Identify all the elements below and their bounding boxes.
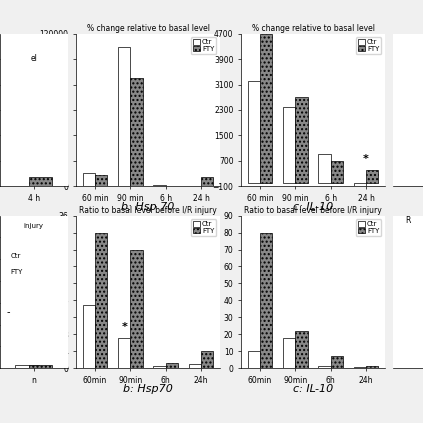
Text: Ctr: Ctr bbox=[10, 253, 21, 259]
Bar bbox=[247, 81, 260, 183]
Bar bbox=[189, 364, 201, 368]
Text: *: * bbox=[363, 154, 369, 164]
Legend: Ctr, FTY: Ctr, FTY bbox=[191, 37, 217, 54]
Text: c: IL-10: c: IL-10 bbox=[293, 384, 333, 394]
Text: el: el bbox=[30, 54, 37, 63]
Bar bbox=[154, 185, 166, 186]
Bar bbox=[29, 365, 52, 368]
Bar bbox=[166, 363, 178, 368]
Bar bbox=[130, 78, 143, 186]
Bar bbox=[82, 305, 95, 368]
Bar bbox=[82, 173, 95, 186]
Text: R: R bbox=[406, 216, 411, 225]
Text: b: Hsp 70: b: Hsp 70 bbox=[121, 202, 175, 212]
Bar bbox=[260, 34, 272, 183]
Text: *: * bbox=[121, 322, 127, 332]
Text: c: IL-10: c: IL-10 bbox=[293, 202, 333, 212]
Bar bbox=[331, 356, 343, 368]
Bar bbox=[15, 365, 39, 368]
Bar bbox=[295, 331, 308, 368]
Title: % change relative to basal level: % change relative to basal level bbox=[87, 24, 209, 33]
Bar bbox=[130, 250, 143, 368]
Bar bbox=[283, 107, 295, 183]
Bar bbox=[201, 351, 214, 368]
Bar bbox=[95, 233, 107, 368]
Text: FTY: FTY bbox=[10, 269, 22, 275]
Bar bbox=[283, 338, 295, 368]
Title: Ratio to basal level before I/R injury: Ratio to basal level before I/R injury bbox=[79, 206, 217, 215]
Bar bbox=[247, 351, 260, 368]
Legend: Ctr, FTY: Ctr, FTY bbox=[191, 219, 217, 236]
Bar bbox=[95, 175, 107, 186]
Bar bbox=[331, 161, 343, 183]
Bar bbox=[319, 154, 331, 183]
Legend: Ctr, FTY: Ctr, FTY bbox=[356, 37, 382, 54]
Bar bbox=[118, 338, 130, 368]
Bar bbox=[366, 170, 379, 183]
Bar bbox=[154, 366, 166, 368]
Bar bbox=[366, 366, 379, 368]
Bar bbox=[295, 97, 308, 183]
Bar bbox=[354, 183, 366, 186]
Bar bbox=[354, 367, 366, 368]
Bar bbox=[201, 177, 214, 186]
Text: -: - bbox=[7, 307, 10, 317]
Text: b: Hsp70: b: Hsp70 bbox=[123, 384, 173, 394]
Text: injury: injury bbox=[24, 223, 44, 229]
Bar bbox=[260, 233, 272, 368]
Legend: Ctr, FTY: Ctr, FTY bbox=[356, 219, 382, 236]
Title: Ratio to basal level before I/R injury: Ratio to basal level before I/R injury bbox=[244, 206, 382, 215]
Bar bbox=[319, 366, 331, 368]
Bar bbox=[118, 47, 130, 186]
Title: % change relative to basal level: % change relative to basal level bbox=[252, 24, 374, 33]
Bar bbox=[29, 177, 52, 186]
